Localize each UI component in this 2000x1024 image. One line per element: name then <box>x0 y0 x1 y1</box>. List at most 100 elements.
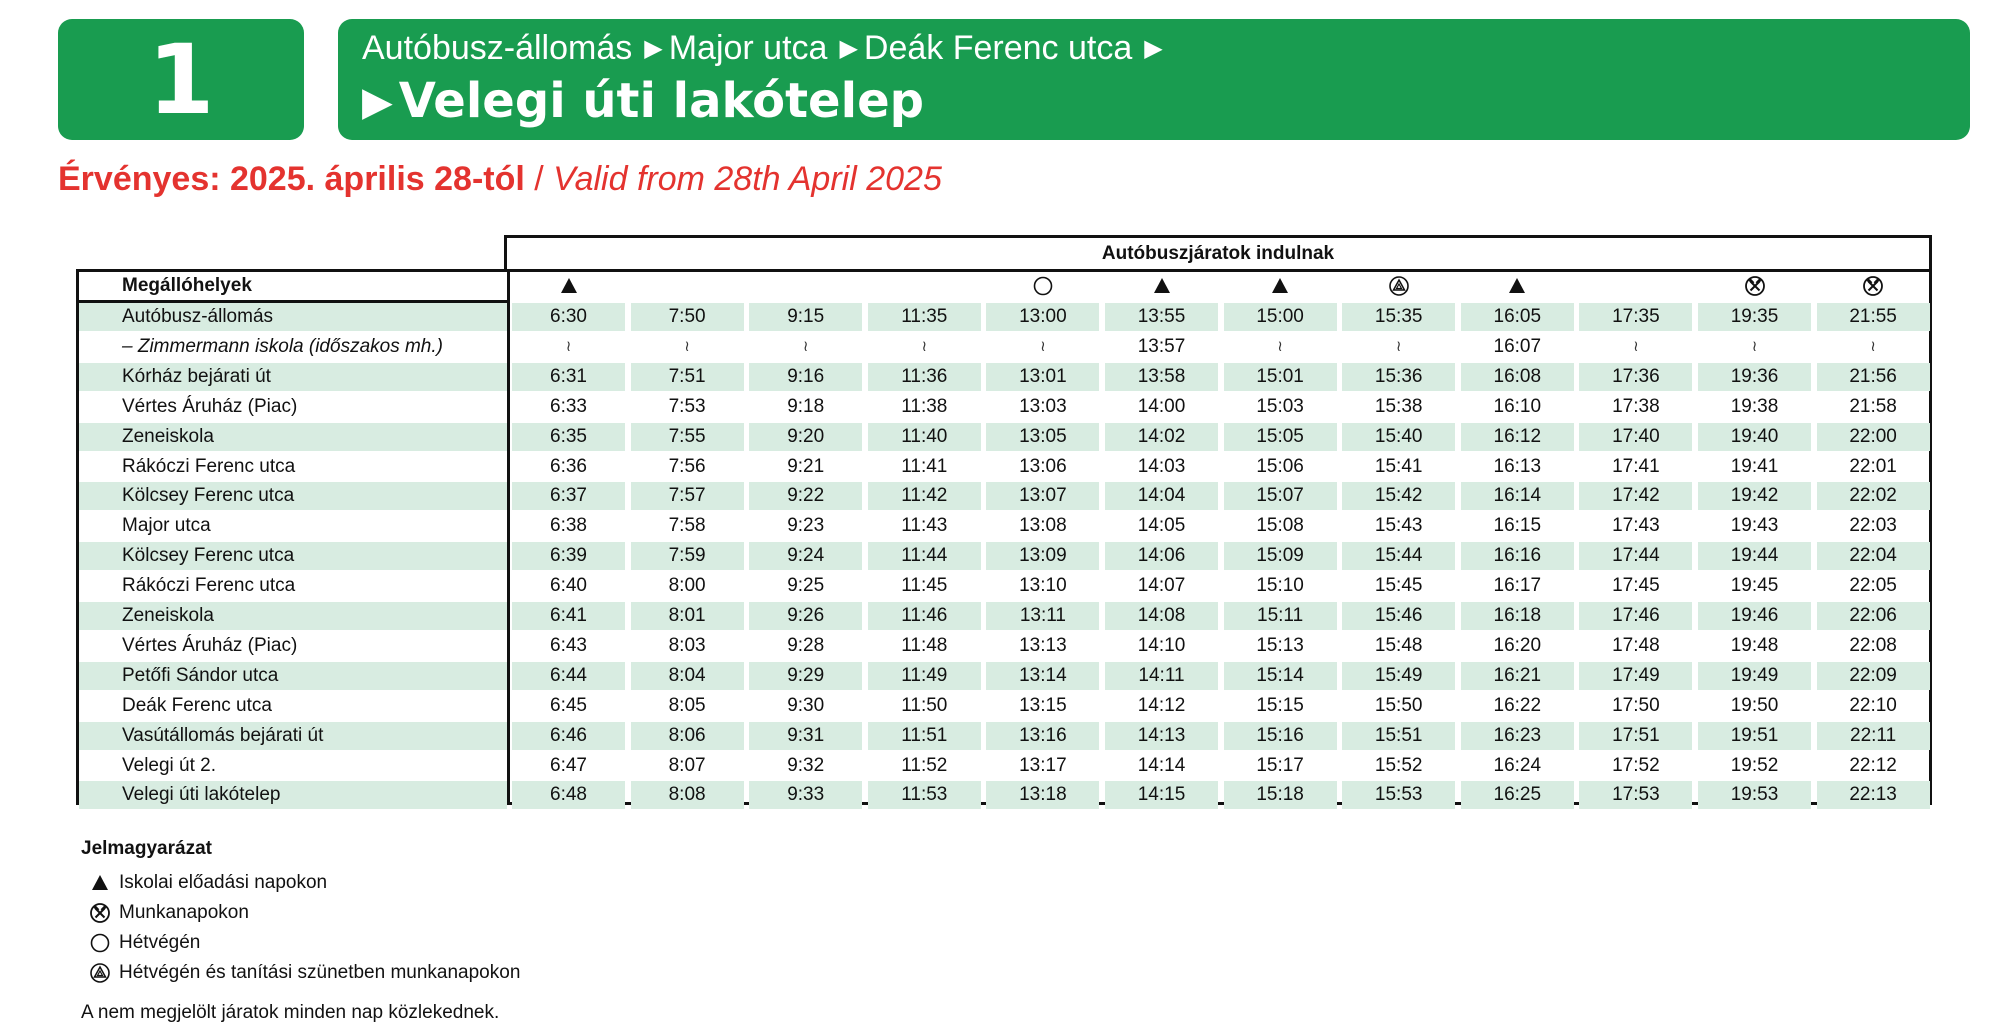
departure-time: 17:43 <box>1612 515 1660 537</box>
departure-time: 13:06 <box>1019 455 1067 477</box>
column-symbol-cell <box>1461 272 1574 300</box>
departure-time: 6:41 <box>512 602 625 630</box>
departure-time: 15:01 <box>1223 362 1337 391</box>
via-stop: Deák Ferenc utca <box>863 29 1133 67</box>
departure-time: 16:14 <box>1460 482 1574 511</box>
departure-time: 17:52 <box>1612 754 1660 776</box>
departure-time: 15:38 <box>1374 395 1423 417</box>
departure-time: 11:46 <box>867 602 981 630</box>
departure-time: 11:52 <box>901 754 948 776</box>
departure-time: 21:56 <box>1816 362 1930 391</box>
departure-time: 9:16 <box>749 362 863 391</box>
departure-time: 16:21 <box>1460 661 1574 690</box>
departure-time: 13:00 <box>986 303 1100 331</box>
table-row: Vasútállomás bejárati út 6:46 8:06 9:31 11:5… <box>79 721 1930 752</box>
departure-time: 8:03 <box>668 634 706 656</box>
table-row: Zeneiskola 6:41 8:01 9:26 11:46 13:11 14:08 15:… <box>79 602 1930 632</box>
departure-time: 19:50 <box>1730 694 1779 716</box>
departure-time: 15:17 <box>1256 754 1304 776</box>
departure-time: 17:45 <box>1612 575 1660 597</box>
departure-time: 16:25 <box>1460 781 1574 810</box>
departure-time: 11:49 <box>867 661 981 690</box>
departure-time: 13:10 <box>1019 575 1067 597</box>
departure-time: 17:51 <box>1579 721 1693 750</box>
departure-time: 9:23 <box>787 515 825 537</box>
departure-time: 17:48 <box>1612 634 1660 656</box>
table-row: Kölcsey Ferenc utca 6:37 7:57 9:22 11:42 13:0… <box>79 482 1930 512</box>
departure-time: 11:53 <box>867 781 981 810</box>
stop-name: Rákóczi Ferenc utca <box>122 575 296 597</box>
departure-time: 9:25 <box>787 575 825 597</box>
column-symbol-cell <box>1698 272 1811 300</box>
departure-time: 19:52 <box>1730 754 1779 776</box>
departure-time: 7:50 <box>630 303 744 331</box>
departure-time: 8:05 <box>668 694 706 716</box>
departure-time: 17:46 <box>1579 602 1693 630</box>
departures-header: Autóbuszjáratok indulnak <box>504 235 1932 271</box>
table-row: Rákóczi Ferenc utca 6:36 7:56 9:21 11:41 13:0… <box>79 453 1929 483</box>
table-row: Petőfi Sándor utca 6:44 8:04 9:29 11:49 13:14… <box>79 661 1930 692</box>
departure-time: 9:20 <box>749 422 863 451</box>
legend: Jelmagyarázat Iskolai előadási napokon Mu… <box>81 838 520 1024</box>
departure-time: 17:36 <box>1579 362 1693 391</box>
stop-name: Petőfi Sándor utca <box>79 661 507 690</box>
departure-time: 6:33 <box>550 395 587 417</box>
column-symbol-cell <box>868 272 981 300</box>
departure-time: 7:51 <box>630 362 744 391</box>
departure-time: 6:36 <box>550 455 587 477</box>
departure-time: 11:45 <box>901 575 948 597</box>
stop-name: Autóbusz-állomás <box>79 303 507 331</box>
workday-hammers-icon <box>89 902 111 924</box>
departure-time: 11:40 <box>867 422 981 451</box>
route-title-banner: Autóbusz-állomás ▶ Major utca ▶ Deák Ferenc … <box>338 19 1970 140</box>
departure-time: 6:30 <box>512 303 625 331</box>
departure-time: 15:46 <box>1342 602 1456 630</box>
departure-time: 16:07 <box>1493 335 1542 357</box>
departure-time: 22:08 <box>1849 634 1897 656</box>
table-row: Velegi út 2. 6:47 8:07 9:32 11:52 13:17 14:14 1… <box>79 752 1929 782</box>
departure-time: 22:06 <box>1816 602 1930 630</box>
departure-time: 14:14 <box>1137 754 1186 776</box>
departure-time: 15:41 <box>1374 455 1423 477</box>
departure-time: 19:48 <box>1730 634 1779 656</box>
departure-time: 6:44 <box>512 661 625 690</box>
departure-time: 13:13 <box>1019 634 1067 656</box>
workday-hammers-icon <box>1744 275 1766 297</box>
weekend-holiday-workday-icon <box>89 962 111 984</box>
no-stop-marker: ≀ <box>565 337 572 355</box>
arrow-right-icon: ▶ <box>839 35 858 62</box>
departure-time: 7:57 <box>630 482 744 511</box>
departure-time: 14:07 <box>1137 575 1186 597</box>
departure-time: 9:30 <box>787 694 825 716</box>
table-row: Vértes Áruház (Piac) 6:43 8:03 9:28 11:48 13:… <box>79 632 1929 662</box>
legend-item-text: Munkanapokon <box>119 902 249 923</box>
stop-name: Vasútállomás bejárati út <box>79 721 507 750</box>
departure-time: 13:16 <box>986 721 1100 750</box>
departure-time: 15:08 <box>1256 515 1304 537</box>
departure-time: 13:55 <box>1105 303 1218 331</box>
departure-time: 9:29 <box>749 661 863 690</box>
departure-time: 21:58 <box>1849 395 1897 417</box>
departure-time: 11:38 <box>901 395 948 417</box>
departure-time: 17:53 <box>1579 781 1693 810</box>
no-stop-marker: ≀ <box>802 337 809 355</box>
departure-time: 14:15 <box>1105 781 1218 810</box>
legend-title: Jelmagyarázat <box>81 838 212 859</box>
no-stop-marker: ≀ <box>684 337 690 355</box>
timetable: Autóbuszjáratok indulnak Megállóhelyek Au… <box>76 235 1932 810</box>
departure-time: 16:12 <box>1460 422 1574 451</box>
departure-time: 22:02 <box>1816 482 1930 511</box>
departure-time: 7:56 <box>668 455 706 477</box>
departure-time: 9:33 <box>749 781 863 810</box>
stop-name: – Zimmermann iskola (időszakos mh.) <box>122 335 443 357</box>
departure-time: 6:38 <box>550 515 587 537</box>
departure-time: 22:10 <box>1849 694 1897 716</box>
departure-time: 9:21 <box>787 455 825 477</box>
departure-time: 7:58 <box>668 515 706 537</box>
departure-time: 9:24 <box>749 542 863 571</box>
departure-time: 17:40 <box>1579 422 1693 451</box>
stop-name: Vértes Áruház (Piac) <box>122 395 298 417</box>
departure-time: 15:10 <box>1256 575 1304 597</box>
departure-time: 19:46 <box>1698 602 1811 630</box>
legend-item: Iskolai előadási napokon <box>81 868 520 898</box>
